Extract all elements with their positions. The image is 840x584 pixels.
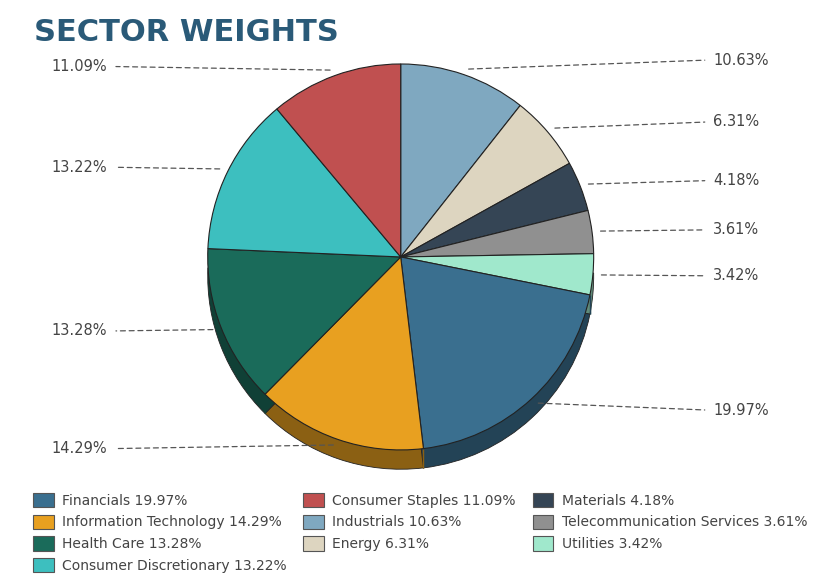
Wedge shape (401, 273, 594, 314)
Text: 13.22%: 13.22% (52, 160, 108, 175)
Wedge shape (401, 106, 570, 257)
Text: 4.18%: 4.18% (713, 173, 759, 188)
Wedge shape (401, 276, 590, 468)
Wedge shape (207, 249, 401, 394)
Wedge shape (277, 64, 401, 257)
Text: 11.09%: 11.09% (52, 59, 108, 74)
Wedge shape (401, 64, 520, 257)
Text: 6.31%: 6.31% (713, 114, 759, 130)
Text: 3.42%: 3.42% (713, 268, 759, 283)
Text: SECTOR WEIGHTS: SECTOR WEIGHTS (34, 18, 339, 47)
Legend: Financials 19.97%, Information Technology 14.29%, Health Care 13.28%, Consumer D: Financials 19.97%, Information Technolog… (29, 489, 811, 577)
Text: 3.61%: 3.61% (713, 223, 759, 237)
Wedge shape (401, 164, 588, 257)
Text: 19.97%: 19.97% (713, 402, 769, 418)
Text: 13.28%: 13.28% (52, 324, 108, 339)
Wedge shape (265, 276, 423, 469)
Text: 10.63%: 10.63% (713, 53, 769, 68)
Wedge shape (208, 109, 401, 257)
Wedge shape (401, 253, 594, 295)
Text: 14.29%: 14.29% (52, 441, 108, 456)
Wedge shape (207, 268, 401, 413)
Wedge shape (265, 257, 423, 450)
Wedge shape (401, 257, 590, 449)
Wedge shape (401, 210, 594, 257)
